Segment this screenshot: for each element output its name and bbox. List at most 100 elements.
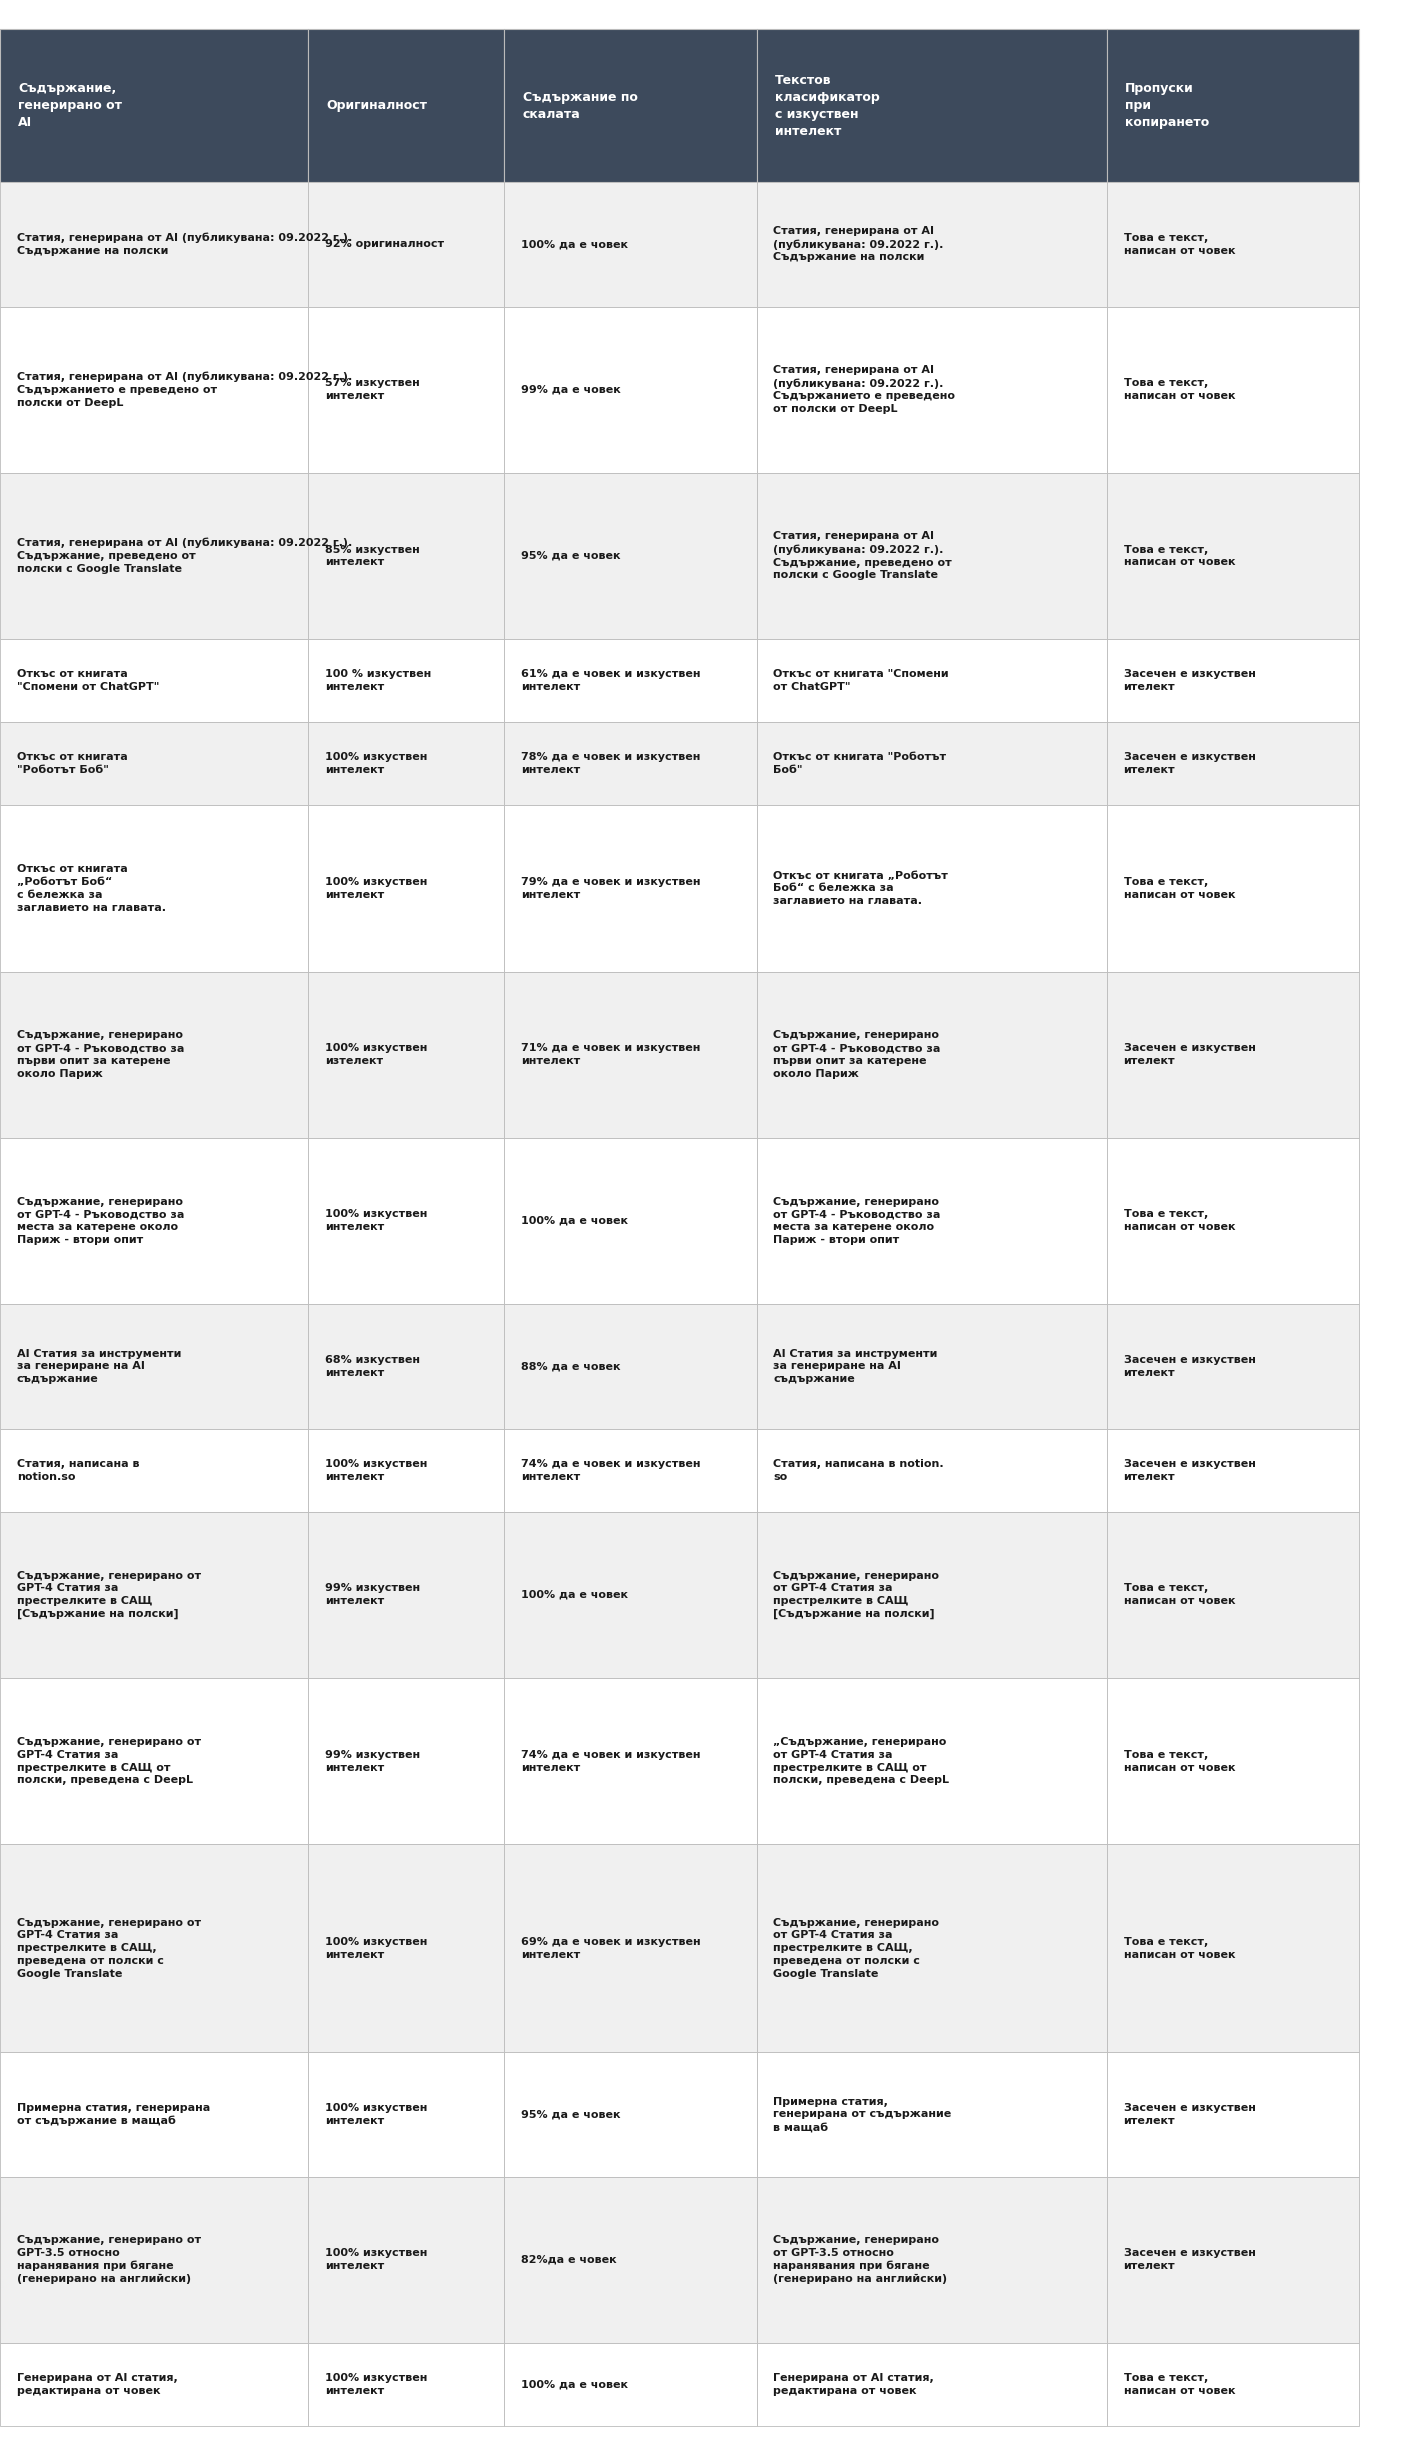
Text: 100% да е човек: 100% да е човек	[521, 2379, 628, 2389]
Text: Статия, генерирана от AI (публикувана: 09.2022 г.).
Съдържанието е преведено от
: Статия, генерирана от AI (публикувана: 0…	[17, 371, 352, 408]
Text: Засечен е изкуствен
ителект: Засечен е изкуствен ителект	[1124, 1042, 1255, 1067]
Bar	[0, 1679, 308, 1844]
Bar	[308, 307, 504, 472]
Bar	[1107, 1303, 1359, 1428]
Bar	[0, 2052, 308, 2178]
Text: AI Статия за инструменти
за генериране на AI
съдържание: AI Статия за инструменти за генериране н…	[773, 1349, 937, 1384]
Text: AI Статия за инструменти
за генериране на AI
съдържание: AI Статия за инструменти за генериране н…	[17, 1349, 181, 1384]
Text: 82%да е човек: 82%да е човек	[521, 2254, 616, 2264]
Text: 79% да е човек и изкуствен
интелект: 79% да е човек и изкуствен интелект	[521, 878, 700, 900]
Text: Статия, генерирана от AI
(публикувана: 09.2022 г.).
Съдържание на полски: Статия, генерирана от AI (публикувана: 0…	[773, 226, 944, 263]
Bar	[308, 971, 504, 1138]
Text: 74% да е човек и изкуствен
интелект: 74% да е човек и изкуствен интелект	[521, 1750, 700, 1772]
Bar	[1107, 1138, 1359, 1303]
Text: Засечен е изкуствен
ителект: Засечен е изкуствен ителект	[1124, 2249, 1255, 2271]
Text: Статия, генерирана от AI (публикувана: 09.2022 г.).
Съдържание, преведено от
пол: Статия, генерирана от AI (публикувана: 0…	[17, 538, 352, 575]
Text: 71% да е човек и изкуствен
интелект: 71% да е човек и изкуствен интелект	[521, 1042, 700, 1067]
Text: Статия, генерирана от AI
(публикувана: 09.2022 г.).
Съдържанието е преведено
от : Статия, генерирана от AI (публикувана: 0…	[773, 366, 955, 415]
Text: Засечен е изкуствен
ителект: Засечен е изкуствен ителект	[1124, 1354, 1255, 1376]
Text: 100% да е човек: 100% да е човек	[521, 1590, 628, 1600]
Bar	[0, 182, 308, 307]
Text: Това е текст,
написан от човек: Това е текст, написан от човек	[1124, 234, 1236, 256]
Bar	[1107, 971, 1359, 1138]
Text: 78% да е човек и изкуствен
интелект: 78% да е човек и изкуствен интелект	[521, 752, 700, 774]
Text: Това е текст,
написан от човек: Това е текст, написан от човек	[1124, 379, 1236, 401]
Bar	[504, 1679, 757, 1844]
Text: Съдържание, генерирано
от GPT-4 Статия за
престрелките в САЩ
[Съдържание на полс: Съдържание, генерирано от GPT-4 Статия з…	[773, 1571, 939, 1620]
Bar	[0, 1512, 308, 1679]
Bar	[0, 2178, 308, 2342]
Text: 99% изкуствен
интелект: 99% изкуствен интелект	[325, 1583, 420, 1605]
Text: Това е текст,
написан от човек: Това е текст, написан от човек	[1124, 1750, 1236, 1772]
Bar	[1107, 1428, 1359, 1512]
Bar	[1107, 29, 1359, 182]
Bar	[757, 2342, 1107, 2426]
Text: Това е текст,
написан от човек: Това е текст, написан от човек	[1124, 878, 1236, 900]
Bar	[0, 639, 308, 723]
Bar	[504, 2342, 757, 2426]
Text: Съдържание, генерирано
от GPT-4 - Ръководство за
места за катерене около
Париж -: Съдържание, генерирано от GPT-4 - Ръково…	[17, 1197, 184, 1246]
Text: 100 % изкуствен
интелект: 100 % изкуствен интелект	[325, 669, 432, 693]
Bar	[1107, 307, 1359, 472]
Text: Съдържание, генерирано от
GPT-4 Статия за
престрелките в САЩ от
полски, преведен: Съдържание, генерирано от GPT-4 Статия з…	[17, 1738, 200, 1785]
Bar	[0, 806, 308, 971]
Bar	[308, 2052, 504, 2178]
Bar	[0, 1428, 308, 1512]
Bar	[0, 472, 308, 639]
Text: 100% изкуствен
интелект: 100% изкуствен интелект	[325, 1937, 427, 1959]
Text: 68% изкуствен
интелект: 68% изкуствен интелект	[325, 1354, 420, 1376]
Text: 88% да е човек: 88% да е човек	[521, 1362, 621, 1372]
Text: „Съдържание, генерирано
от GPT-4 Статия за
престрелките в САЩ от
полски, преведе: „Съдържание, генерирано от GPT-4 Статия …	[773, 1738, 950, 1785]
Text: 100% да е човек: 100% да е човек	[521, 238, 628, 248]
Text: Генерирана от AI статия,
редактирана от човек: Генерирана от AI статия, редактирана от …	[773, 2372, 934, 2397]
Text: 100% изкуствен
интелект: 100% изкуствен интелект	[325, 752, 427, 774]
Bar	[308, 1303, 504, 1428]
Bar	[308, 723, 504, 806]
Bar	[308, 1844, 504, 2052]
Bar	[504, 1428, 757, 1512]
Text: Съдържание, генерирано от
GPT-4 Статия за
престрелките в САЩ
[Съдържание на полс: Съдържание, генерирано от GPT-4 Статия з…	[17, 1571, 200, 1620]
Text: 100% изкуствен
интелект: 100% изкуствен интелект	[325, 878, 427, 900]
Text: 99% изкуствен
интелект: 99% изкуствен интелект	[325, 1750, 420, 1772]
Text: 85% изкуствен
интелект: 85% изкуствен интелект	[325, 546, 420, 568]
Text: Генерирана от AI статия,
редактирана от човек: Генерирана от AI статия, редактирана от …	[17, 2372, 178, 2397]
Text: 61% да е човек и изкуствен
интелект: 61% да е човек и изкуствен интелект	[521, 669, 700, 693]
Bar	[757, 2052, 1107, 2178]
Text: 95% да е човек: 95% да е човек	[521, 2109, 621, 2119]
Bar	[0, 971, 308, 1138]
Text: Откъс от книгата
"Спомени от ChatGPT": Откъс от книгата "Спомени от ChatGPT"	[17, 669, 160, 693]
Bar	[757, 307, 1107, 472]
Bar	[0, 307, 308, 472]
Text: Примерна статия,
генерирана от съдържание
в мащаб: Примерна статия, генерирана от съдържани…	[773, 2097, 951, 2131]
Text: Оригиналност: Оригиналност	[326, 98, 427, 113]
Bar	[1107, 2342, 1359, 2426]
Bar	[504, 307, 757, 472]
Bar	[308, 1428, 504, 1512]
Text: Засечен е изкуствен
ителект: Засечен е изкуствен ителект	[1124, 1458, 1255, 1482]
Bar	[504, 1138, 757, 1303]
Bar	[1107, 1679, 1359, 1844]
Text: Съдържание, генерирано
от GPT-4 - Ръководство за
първи опит за катерене
около Па: Съдържание, генерирано от GPT-4 - Ръково…	[17, 1030, 184, 1079]
Bar	[757, 1428, 1107, 1512]
Bar	[308, 182, 504, 307]
Text: Съдържание, генерирано
от GPT-4 - Ръководство за
първи опит за катерене
около Па: Съдържание, генерирано от GPT-4 - Ръково…	[773, 1030, 940, 1079]
Bar	[757, 1303, 1107, 1428]
Text: Съдържание,
генерирано от
AI: Съдържание, генерирано от AI	[18, 81, 122, 130]
Bar	[504, 2052, 757, 2178]
Text: Съдържание, генерирано от
GPT-4 Статия за
престрелките в САЩ,
преведена от полск: Съдържание, генерирано от GPT-4 Статия з…	[17, 1917, 200, 1979]
Text: Съдържание, генерирано
от GPT-4 Статия за
престрелките в САЩ,
преведена от полск: Съдържание, генерирано от GPT-4 Статия з…	[773, 1917, 939, 1979]
Bar	[504, 723, 757, 806]
Bar	[308, 2342, 504, 2426]
Bar	[504, 2178, 757, 2342]
Text: Откъс от книгата „Роботът
Боб“ с бележка за
заглавието на главата.: Откъс от книгата „Роботът Боб“ с бележка…	[773, 870, 948, 907]
Text: Откъс от книгата
"Роботът Боб": Откъс от книгата "Роботът Боб"	[17, 752, 127, 774]
Bar	[0, 2342, 308, 2426]
Text: Това е текст,
написан от човек: Това е текст, написан от човек	[1124, 1209, 1236, 1231]
Text: Откъс от книгата
„Роботът Боб“
с бележка за
заглавието на главата.: Откъс от книгата „Роботът Боб“ с бележка…	[17, 865, 165, 912]
Bar	[504, 182, 757, 307]
Bar	[308, 1138, 504, 1303]
Bar	[1107, 1512, 1359, 1679]
Text: Това е текст,
написан от човек: Това е текст, написан от човек	[1124, 1937, 1236, 1959]
Text: Откъс от книгата "Спомени
от ChatGPT": Откъс от книгата "Спомени от ChatGPT"	[773, 669, 948, 693]
Bar	[308, 1512, 504, 1679]
